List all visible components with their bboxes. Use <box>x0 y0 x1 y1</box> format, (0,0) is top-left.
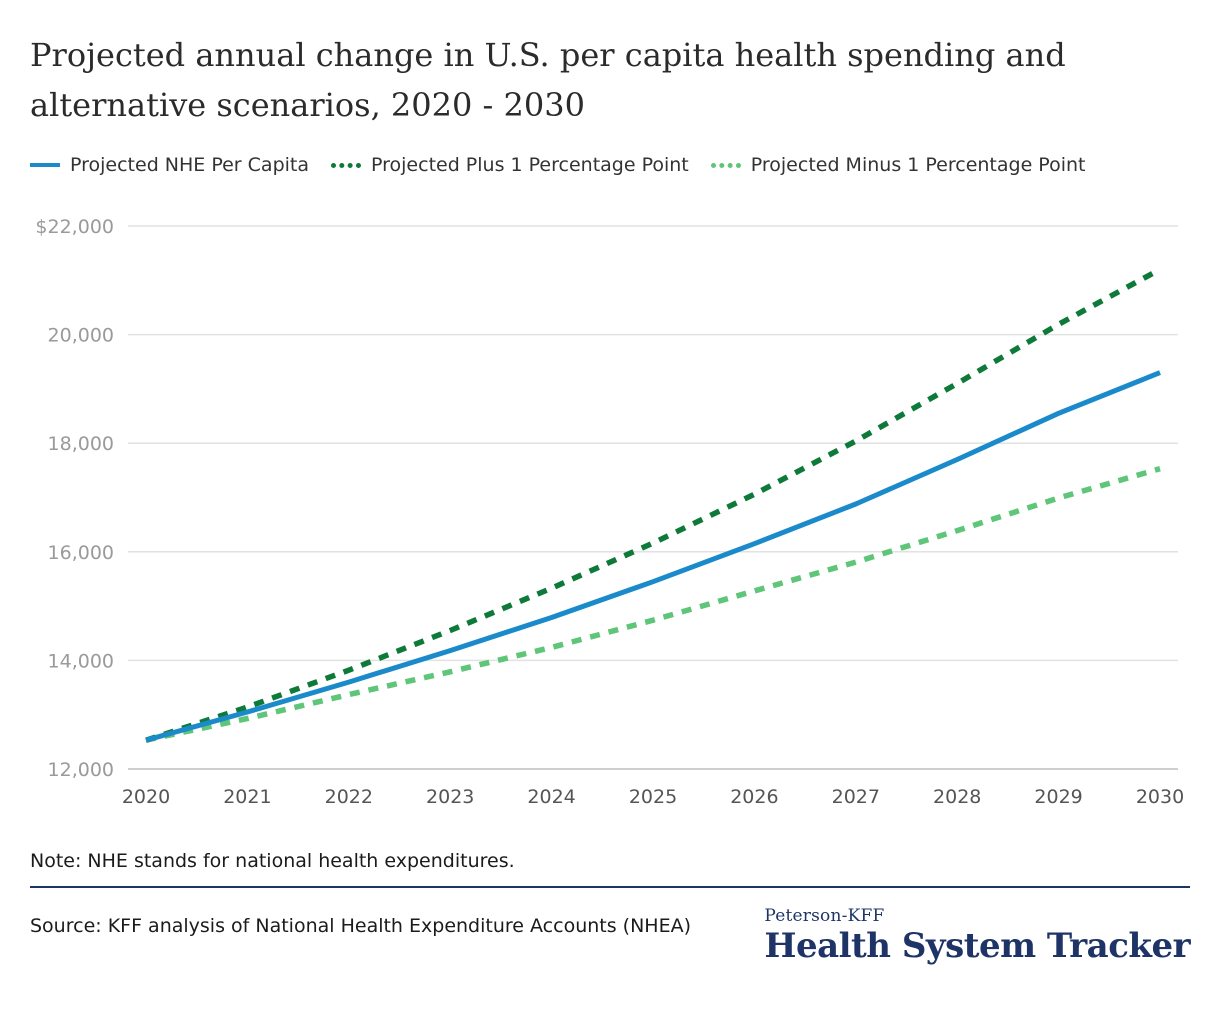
line-chart: 12,000 14,000 16,000 18,000 20,000 $22,000 20… <box>35 216 1184 808</box>
brand-logo: Peterson-KFF Health System Tracker <box>764 906 1190 966</box>
y-tick-label: 16,000 <box>48 542 114 564</box>
divider <box>30 886 1190 888</box>
series-lines <box>145 266 1162 743</box>
y-tick-label: 14,000 <box>48 650 114 672</box>
series-line-minus <box>145 466 1161 743</box>
y-tick-label: 18,000 <box>48 433 114 455</box>
legend-label-minus: Projected Minus 1 Percentage Point <box>750 154 1086 176</box>
x-tick-label: 2028 <box>933 786 981 808</box>
brand-top-text: Peterson-KFF <box>764 906 885 926</box>
series-line-nhe <box>145 370 1161 743</box>
chart-source: Source: KFF analysis of National Health … <box>30 915 691 937</box>
x-tick-label: 2024 <box>527 786 575 808</box>
legend-swatch-plus <box>331 162 362 168</box>
x-tick-label: 2023 <box>426 786 474 808</box>
x-tick-label: 2021 <box>223 786 271 808</box>
legend-swatch-nhe <box>30 163 60 167</box>
legend-item-nhe: Projected NHE Per Capita <box>30 154 309 176</box>
chart-note: Note: NHE stands for national health exp… <box>30 850 515 872</box>
x-tick-label: 2027 <box>832 786 880 808</box>
legend-label-plus: Projected Plus 1 Percentage Point <box>371 154 689 176</box>
brand-main-text: Health System Tracker <box>764 926 1190 966</box>
y-tick-label: $22,000 <box>35 216 114 238</box>
x-tick-label: 2025 <box>629 786 677 808</box>
legend-item-plus: Projected Plus 1 Percentage Point <box>331 154 689 176</box>
x-axis-ticks: 2020 2021 2022 2023 2024 2025 2026 2027 2028 2029… <box>122 786 1184 808</box>
x-tick-label: 2022 <box>325 786 373 808</box>
y-tick-label: 12,000 <box>48 759 114 781</box>
legend-label-nhe: Projected NHE Per Capita <box>70 154 310 176</box>
chart-title: Projected annual change in U.S. per capi… <box>30 36 1066 124</box>
y-axis-ticks: 12,000 14,000 16,000 18,000 20,000 $22,000 <box>35 216 114 781</box>
x-tick-label: 2030 <box>1136 786 1184 808</box>
legend: Projected NHE Per Capita Projected Plus … <box>30 150 1107 180</box>
series-line-plus <box>145 266 1162 743</box>
x-tick-label: 2029 <box>1034 786 1082 808</box>
x-tick-label: 2026 <box>730 786 778 808</box>
y-tick-label: 20,000 <box>48 325 114 347</box>
legend-item-minus: Projected Minus 1 Percentage Point <box>710 154 1086 176</box>
legend-swatch-minus <box>710 162 741 168</box>
gridlines <box>128 225 1178 770</box>
x-tick-label: 2020 <box>122 786 170 808</box>
